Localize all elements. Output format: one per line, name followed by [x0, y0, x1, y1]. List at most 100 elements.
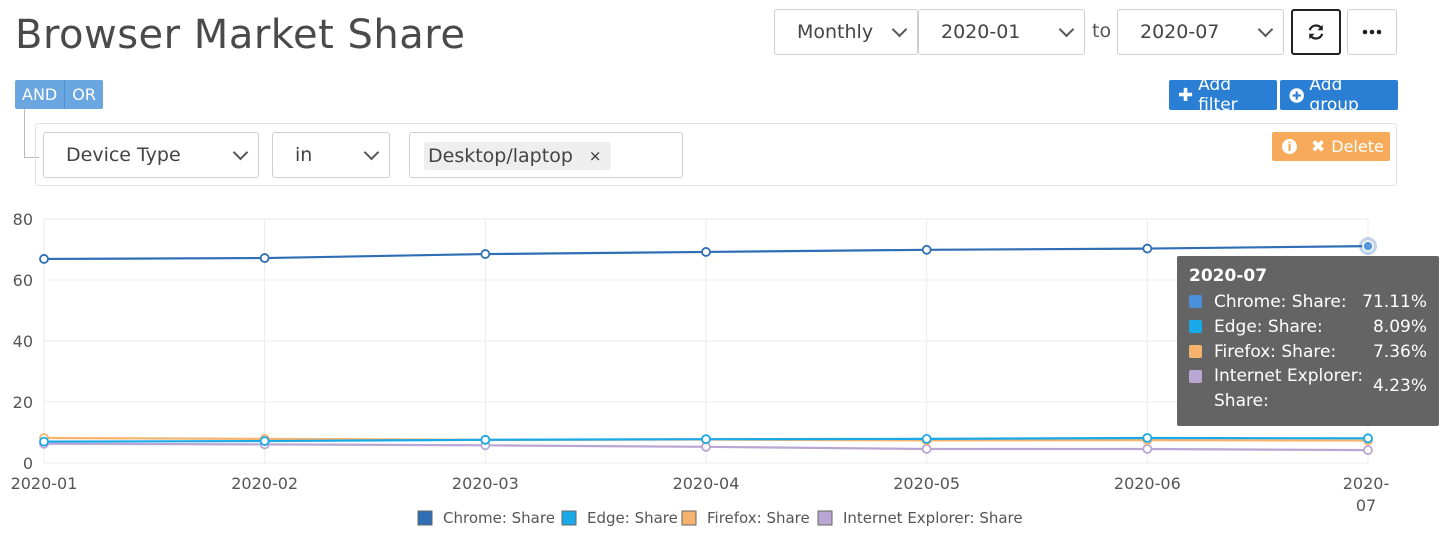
- y-tick-label: 0: [23, 454, 33, 473]
- x-tick-label: 2020-02: [231, 474, 298, 493]
- data-point: [921, 444, 932, 454]
- legend-swatch: [681, 510, 697, 526]
- ellipsis-icon: [1362, 29, 1382, 35]
- legend-item[interactable]: Firefox: Share: [681, 509, 810, 527]
- logic-toggle: AND OR: [15, 80, 103, 109]
- period-select-value: Monthly: [797, 21, 874, 43]
- period-select[interactable]: Monthly: [774, 9, 918, 55]
- chart-tooltip: 2020-07 Chrome: Share: 71.11% Edge: Shar…: [1177, 256, 1439, 426]
- data-point: [1142, 243, 1153, 254]
- more-options-button[interactable]: [1347, 9, 1397, 55]
- filter-value-tag: Desktop/laptop ×: [424, 142, 612, 170]
- tooltip-row-edge: Edge: Share: 8.09%: [1189, 314, 1427, 339]
- legend-swatch: [1189, 370, 1202, 383]
- data-point: [1142, 433, 1153, 443]
- x-tick-label: 2020- 07: [1343, 474, 1390, 515]
- data-point: [259, 253, 270, 263]
- filter-operator-select[interactable]: in: [272, 132, 390, 178]
- delete-label: Delete: [1331, 137, 1384, 156]
- add-group-label: Add group: [1309, 75, 1359, 115]
- filter-row-panel: [35, 123, 1397, 186]
- filter-connector: [24, 109, 39, 158]
- legend-swatch: [1189, 320, 1202, 333]
- tooltip-row-ie: Internet Explorer: Share: 4.23%: [1189, 364, 1427, 414]
- tooltip-row-label: Chrome: Share:: [1214, 291, 1347, 312]
- legend-label: Internet Explorer: Share: [843, 509, 1023, 527]
- data-point: [921, 434, 932, 444]
- chevron-down-icon: [891, 21, 908, 38]
- legend-swatch: [417, 510, 433, 526]
- y-tick-label: 40: [13, 332, 33, 351]
- filter-value-input[interactable]: Desktop/laptop ×: [409, 132, 683, 178]
- data-point: [1142, 444, 1153, 454]
- tooltip-title: 2020-07: [1189, 266, 1268, 286]
- data-point: [39, 436, 49, 447]
- legend-item[interactable]: Chrome: Share: [417, 509, 555, 527]
- legend-label: Chrome: Share: [443, 509, 555, 527]
- tooltip-row-label: Internet Explorer: Share:: [1214, 366, 1364, 411]
- close-icon: ✖: [1311, 136, 1326, 157]
- legend-swatch: [817, 510, 833, 526]
- x-tick-label: 2020-01: [11, 474, 78, 493]
- legend-item[interactable]: Internet Explorer: Share: [817, 509, 1023, 527]
- data-point: [1363, 433, 1373, 444]
- legend-item[interactable]: Edge: Share: [561, 509, 678, 527]
- date-from-select[interactable]: 2020-01: [918, 9, 1085, 55]
- data-point: [1363, 445, 1373, 455]
- x-tick-label: 2020-04: [673, 474, 740, 493]
- data-point: [39, 254, 49, 264]
- y-tick-label: 60: [13, 271, 33, 290]
- tooltip-row-value: 4.23%: [1372, 376, 1427, 396]
- legend-label: Firefox: Share: [707, 509, 810, 527]
- add-filter-button[interactable]: ✚ Add filter: [1169, 75, 1277, 115]
- legend-swatch: [561, 510, 577, 526]
- filter-operator-value: in: [295, 144, 313, 166]
- chevron-down-icon: [1257, 21, 1274, 38]
- legend-swatch: [1189, 345, 1202, 358]
- data-point: [480, 249, 491, 259]
- and-toggle[interactable]: AND: [15, 80, 65, 109]
- x-tick-label: 2020-03: [452, 474, 519, 493]
- add-filter-label: Add filter: [1198, 75, 1238, 115]
- y-tick-label: 20: [13, 393, 33, 412]
- tooltip-row-firefox: Firefox: Share: 7.36%: [1189, 339, 1427, 364]
- legend-label: Edge: Share: [587, 509, 678, 527]
- date-to-select[interactable]: 2020-07: [1117, 9, 1284, 55]
- to-label: to: [1092, 20, 1112, 42]
- filter-field-select[interactable]: Device Type: [43, 132, 259, 178]
- y-tick-label: 80: [13, 210, 33, 229]
- x-tick-label-line: 2020-: [1343, 474, 1390, 493]
- add-group-button[interactable]: Add group: [1280, 75, 1398, 115]
- or-toggle[interactable]: OR: [64, 80, 103, 109]
- chevron-down-icon: [232, 144, 249, 161]
- x-tick-label: 2020-05: [893, 474, 960, 493]
- refresh-icon: [1308, 24, 1324, 40]
- info-icon: i: [1282, 139, 1297, 154]
- data-point: [701, 247, 711, 257]
- remove-tag-icon[interactable]: ×: [588, 147, 602, 165]
- legend-swatch: [1189, 295, 1202, 308]
- hovered-point: [1362, 240, 1374, 252]
- x-tick-label-line: 07: [1356, 496, 1376, 515]
- tooltip-row-value: 8.09%: [1372, 316, 1427, 337]
- delete-filter-button[interactable]: i ✖ Delete: [1272, 132, 1390, 161]
- page-title: Browser Market Share: [15, 12, 466, 58]
- data-point: [921, 244, 932, 255]
- chevron-down-icon: [363, 144, 380, 161]
- chevron-down-icon: [1058, 21, 1075, 38]
- filter-field-value: Device Type: [66, 144, 181, 166]
- plus-icon: ✚: [1178, 84, 1194, 106]
- tooltip-row-value: 71.11%: [1362, 291, 1427, 312]
- plus-circle-icon: [1289, 87, 1304, 103]
- tooltip-row-value: 7.36%: [1372, 341, 1427, 362]
- date-from-value: 2020-01: [941, 21, 1021, 43]
- tooltip-row-label: Edge: Share:: [1214, 316, 1323, 337]
- tooltip-row-label: Firefox: Share:: [1214, 341, 1337, 362]
- date-to-value: 2020-07: [1140, 21, 1220, 43]
- x-tick-label: 2020-06: [1114, 474, 1181, 493]
- data-point: [259, 436, 270, 446]
- tooltip-row-chrome: Chrome: Share: 71.11%: [1189, 289, 1427, 314]
- refresh-button[interactable]: [1291, 9, 1341, 55]
- data-point: [480, 434, 491, 445]
- market-share-chart: 0 20 40 60 80 2020-01 2020-02 2020-03 2020-04 202…: [11, 210, 1390, 527]
